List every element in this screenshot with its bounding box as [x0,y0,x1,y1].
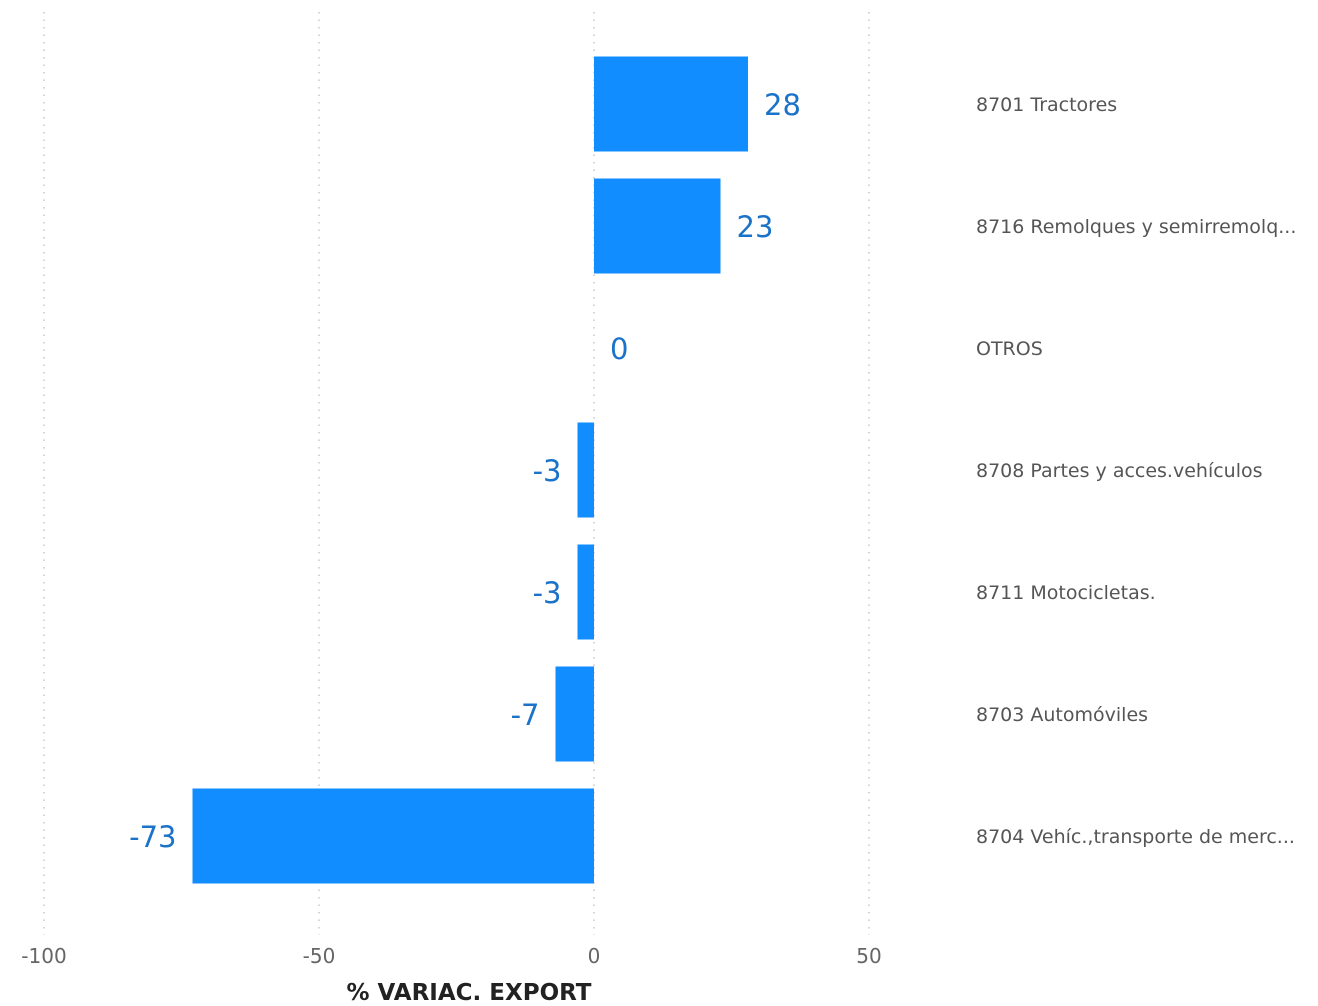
category-label: 8716 Remolques y semirremolq... [976,216,1296,238]
x-tick-label: 50 [856,944,881,968]
data-label: -7 [511,698,540,732]
bar [577,422,594,518]
data-label: 0 [610,332,628,366]
data-label: 23 [737,210,774,244]
x-tick-label: -100 [21,944,66,968]
category-label: 8701 Tractores [976,94,1117,116]
category-label: OTROS [976,338,1043,360]
bar [192,788,594,884]
category-label: 8711 Motocicletas. [976,582,1156,604]
x-tick-label: -50 [303,944,336,968]
bar [577,544,594,640]
data-label: -3 [533,576,562,610]
category-labels: 8701 Tractores 8716 Remolques y semirremo… [976,94,1296,848]
data-label: 28 [764,88,801,122]
bar [555,666,594,762]
data-label: -73 [129,820,176,854]
category-label: 8704 Vehíc.,transporte de merc... [976,826,1295,848]
category-label: 8708 Partes y acces.vehículos [976,460,1263,482]
x-tick-label: 0 [588,944,601,968]
bar [594,178,721,274]
bars [192,56,748,884]
x-axis-title: % VARIAC. EXPORT [346,980,591,1006]
category-label: 8703 Automóviles [976,704,1148,726]
data-label: -3 [533,454,562,488]
data-labels: 28 23 0 -3 -3 -7 -73 [129,88,801,854]
bar [594,56,748,152]
x-axis-ticks: -100 -50 0 50 [21,944,881,968]
